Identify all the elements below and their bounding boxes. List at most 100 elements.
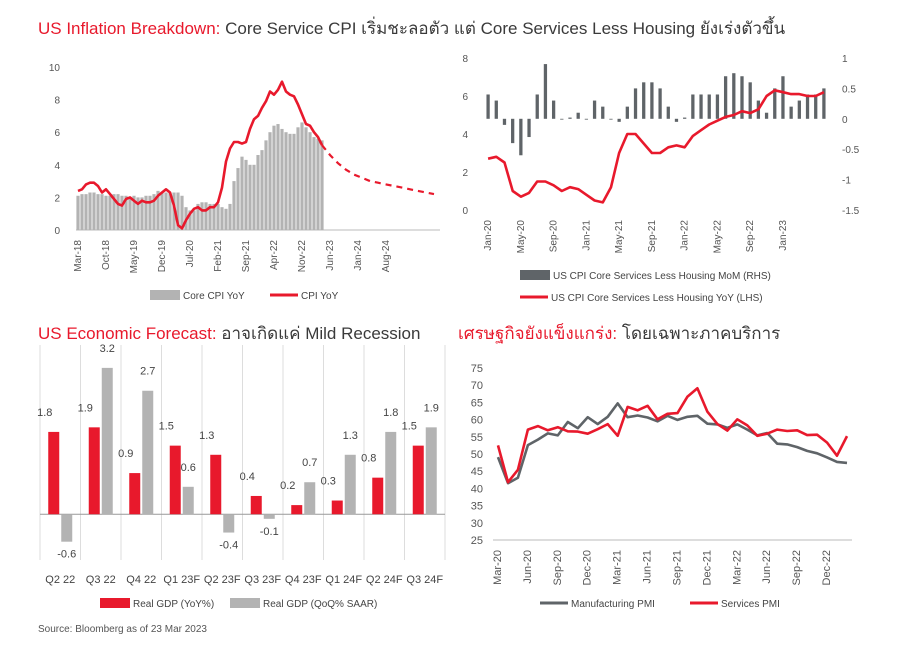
- p1-core-bar: [120, 195, 124, 230]
- p4-ytick: 70: [471, 380, 483, 392]
- p1-core-bar: [132, 195, 136, 230]
- p3-category-label: Q3 23F: [244, 574, 281, 586]
- p1-legend-core-swatch: [150, 290, 180, 300]
- p3-qoq-label: 1.3: [343, 430, 358, 442]
- p1-core-bar: [108, 195, 112, 230]
- p3-category-label: Q4 23F: [285, 574, 322, 586]
- p2-ytick-left: 6: [462, 92, 468, 103]
- p3-qoq-bar: [61, 514, 73, 542]
- p3-yoy-bar: [48, 431, 60, 515]
- p1-core-bar: [192, 210, 196, 230]
- p1-core-bar: [264, 140, 268, 230]
- p4-xtick: Mar-22: [731, 550, 743, 585]
- panel3-title-highlight: US Economic Forecast:: [38, 324, 217, 343]
- p1-xtick: Sep-21: [241, 240, 252, 273]
- p3-qoq-bar: [425, 427, 437, 515]
- p2-xtick: May-22: [712, 220, 723, 254]
- p1-core-bar: [116, 194, 120, 230]
- p3-qoq-bar: [344, 454, 356, 515]
- p3-qoq-bar: [223, 514, 235, 533]
- p2-xtick: Sep-21: [647, 220, 658, 253]
- p4-xtick: Jun-20: [522, 550, 534, 584]
- p2-ytick-left: 0: [462, 206, 468, 217]
- p1-xtick: Aug-24: [381, 240, 392, 273]
- p2-xtick: Jan-22: [680, 220, 691, 251]
- p3-qoq-bar: [304, 482, 316, 515]
- p2-mom-bar: [650, 82, 654, 119]
- p3-category-label: Q2 23F: [204, 574, 241, 586]
- p2-mom-bar: [748, 82, 752, 119]
- p1-xtick: Apr-22: [269, 240, 280, 270]
- p4-ytick: 25: [471, 535, 483, 547]
- p1-core-bar: [164, 192, 168, 230]
- p2-mom-bar: [723, 76, 728, 119]
- p1-core-bar: [188, 210, 192, 230]
- p1-core-bar: [80, 194, 84, 230]
- p1-core-bar: [176, 192, 180, 230]
- p2-mom-bar: [625, 106, 629, 119]
- p2-mom-bar: [502, 118, 507, 125]
- p2-xtick: Sep-20: [549, 220, 560, 253]
- p2-mom-bar: [568, 117, 572, 119]
- p1-core-bar: [276, 124, 280, 230]
- p2-ytick-left: 8: [462, 54, 468, 65]
- p4-legend-services: Services PMI: [721, 599, 780, 610]
- p1-core-bar: [220, 207, 224, 230]
- p2-ytick-right: 0.5: [842, 84, 856, 95]
- p1-core-bar: [96, 194, 100, 230]
- p1-core-bar: [244, 159, 248, 230]
- p1-xtick: Jan-24: [353, 240, 364, 271]
- p1-core-bar: [156, 190, 160, 230]
- p1-core-bar: [292, 133, 296, 230]
- p3-yoy-label: 0.4: [240, 471, 255, 483]
- p2-ytick-right: -0.5: [842, 145, 860, 156]
- p3-qoq-label: 0.7: [302, 457, 317, 469]
- panel4-title-highlight: เศรษฐกิจยังแข็งแกร่ง:: [458, 324, 618, 343]
- p2-mom-bar: [699, 94, 703, 119]
- p1-xtick: Nov-22: [297, 240, 308, 273]
- panel1-title: US Inflation Breakdown: Core Service CPI…: [38, 15, 785, 42]
- p1-core-bar: [272, 125, 276, 230]
- p2-mom-bar: [511, 118, 515, 144]
- p2-mom-bar: [592, 100, 597, 119]
- p3-yoy-bar: [169, 445, 181, 515]
- p2-mom-bar: [764, 112, 769, 119]
- p2-mom-bar: [732, 73, 736, 119]
- p1-core-bar: [256, 155, 260, 230]
- p3-qoq-label: 2.7: [140, 366, 155, 378]
- p2-xtick: Jan-20: [483, 220, 494, 251]
- p3-yoy-bar: [88, 427, 100, 515]
- p2-mom-bar: [822, 88, 826, 119]
- p1-cpi-forecast-line: [321, 144, 435, 196]
- p1-ytick: 0: [54, 226, 60, 237]
- p4-legend-manufacturing: Manufacturing PMI: [571, 599, 655, 610]
- p2-ytick-right: -1: [842, 176, 851, 187]
- p1-xtick: May-19: [129, 240, 140, 274]
- p2-mom-bar: [535, 94, 539, 119]
- p4-ytick: 60: [471, 415, 483, 427]
- p1-core-bar: [260, 150, 264, 230]
- p3-legend-yoy: Real GDP (YoY%): [133, 599, 214, 610]
- p1-xtick: Dec-19: [157, 240, 168, 273]
- p3-qoq-bar: [142, 390, 154, 515]
- p1-legend-cpi: CPI YoY: [301, 291, 339, 302]
- p2-xtick: May-20: [516, 220, 527, 254]
- p2-mom-bar: [486, 94, 490, 119]
- panel4-title: เศรษฐกิจยังแข็งแกร่ง: โดยเฉพาะภาคบริการ: [458, 320, 780, 347]
- p2-mom-bar: [519, 118, 523, 156]
- p2-mom-bar: [527, 118, 531, 138]
- p3-qoq-bar: [263, 514, 275, 519]
- p1-core-bar: [124, 195, 128, 230]
- p1-cpi-line: [77, 80, 324, 230]
- p1-core-bar: [224, 208, 228, 230]
- p1-core-bar: [308, 132, 312, 230]
- p1-core-bar: [280, 128, 284, 230]
- p3-yoy-label: 1.5: [402, 421, 417, 433]
- p1-core-bar: [112, 194, 116, 230]
- p3-qoq-label: 0.6: [181, 462, 196, 474]
- p1-ytick: 10: [49, 63, 61, 74]
- p2-mom-bar: [674, 118, 679, 122]
- panel4-title-rest: โดยเฉพาะภาคบริการ: [617, 324, 781, 343]
- p4-ytick: 45: [471, 466, 483, 478]
- p3-yoy-label: 1.5: [159, 421, 174, 433]
